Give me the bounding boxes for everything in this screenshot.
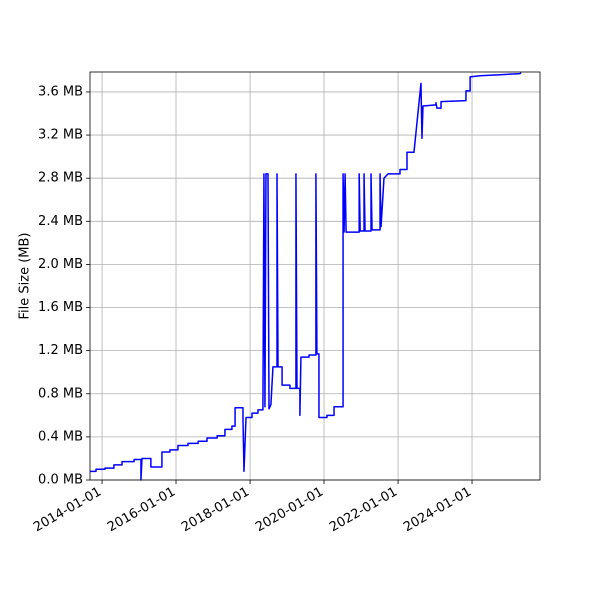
plot-frame [89, 71, 541, 481]
grid [90, 72, 540, 481]
y-tick-label: 1.6 MB [38, 300, 83, 315]
y-axis-label: File Size (MB) [18, 233, 33, 320]
plot [90, 72, 522, 481]
y-tick-label: 2.4 MB [38, 214, 83, 229]
data-line [90, 72, 522, 481]
y-tick-label: 0.4 MB [38, 429, 83, 444]
y-tick-label: 0.8 MB [38, 386, 83, 401]
y-tick-label: 3.6 MB [38, 84, 83, 99]
y-tick-label: 0.0 MB [38, 473, 83, 488]
y-tick-label: 2.8 MB [38, 171, 83, 186]
y-tick-label: 1.2 MB [38, 343, 83, 358]
y-tick-label: 2.0 MB [38, 257, 83, 272]
y-tick-label: 3.2 MB [38, 128, 83, 143]
